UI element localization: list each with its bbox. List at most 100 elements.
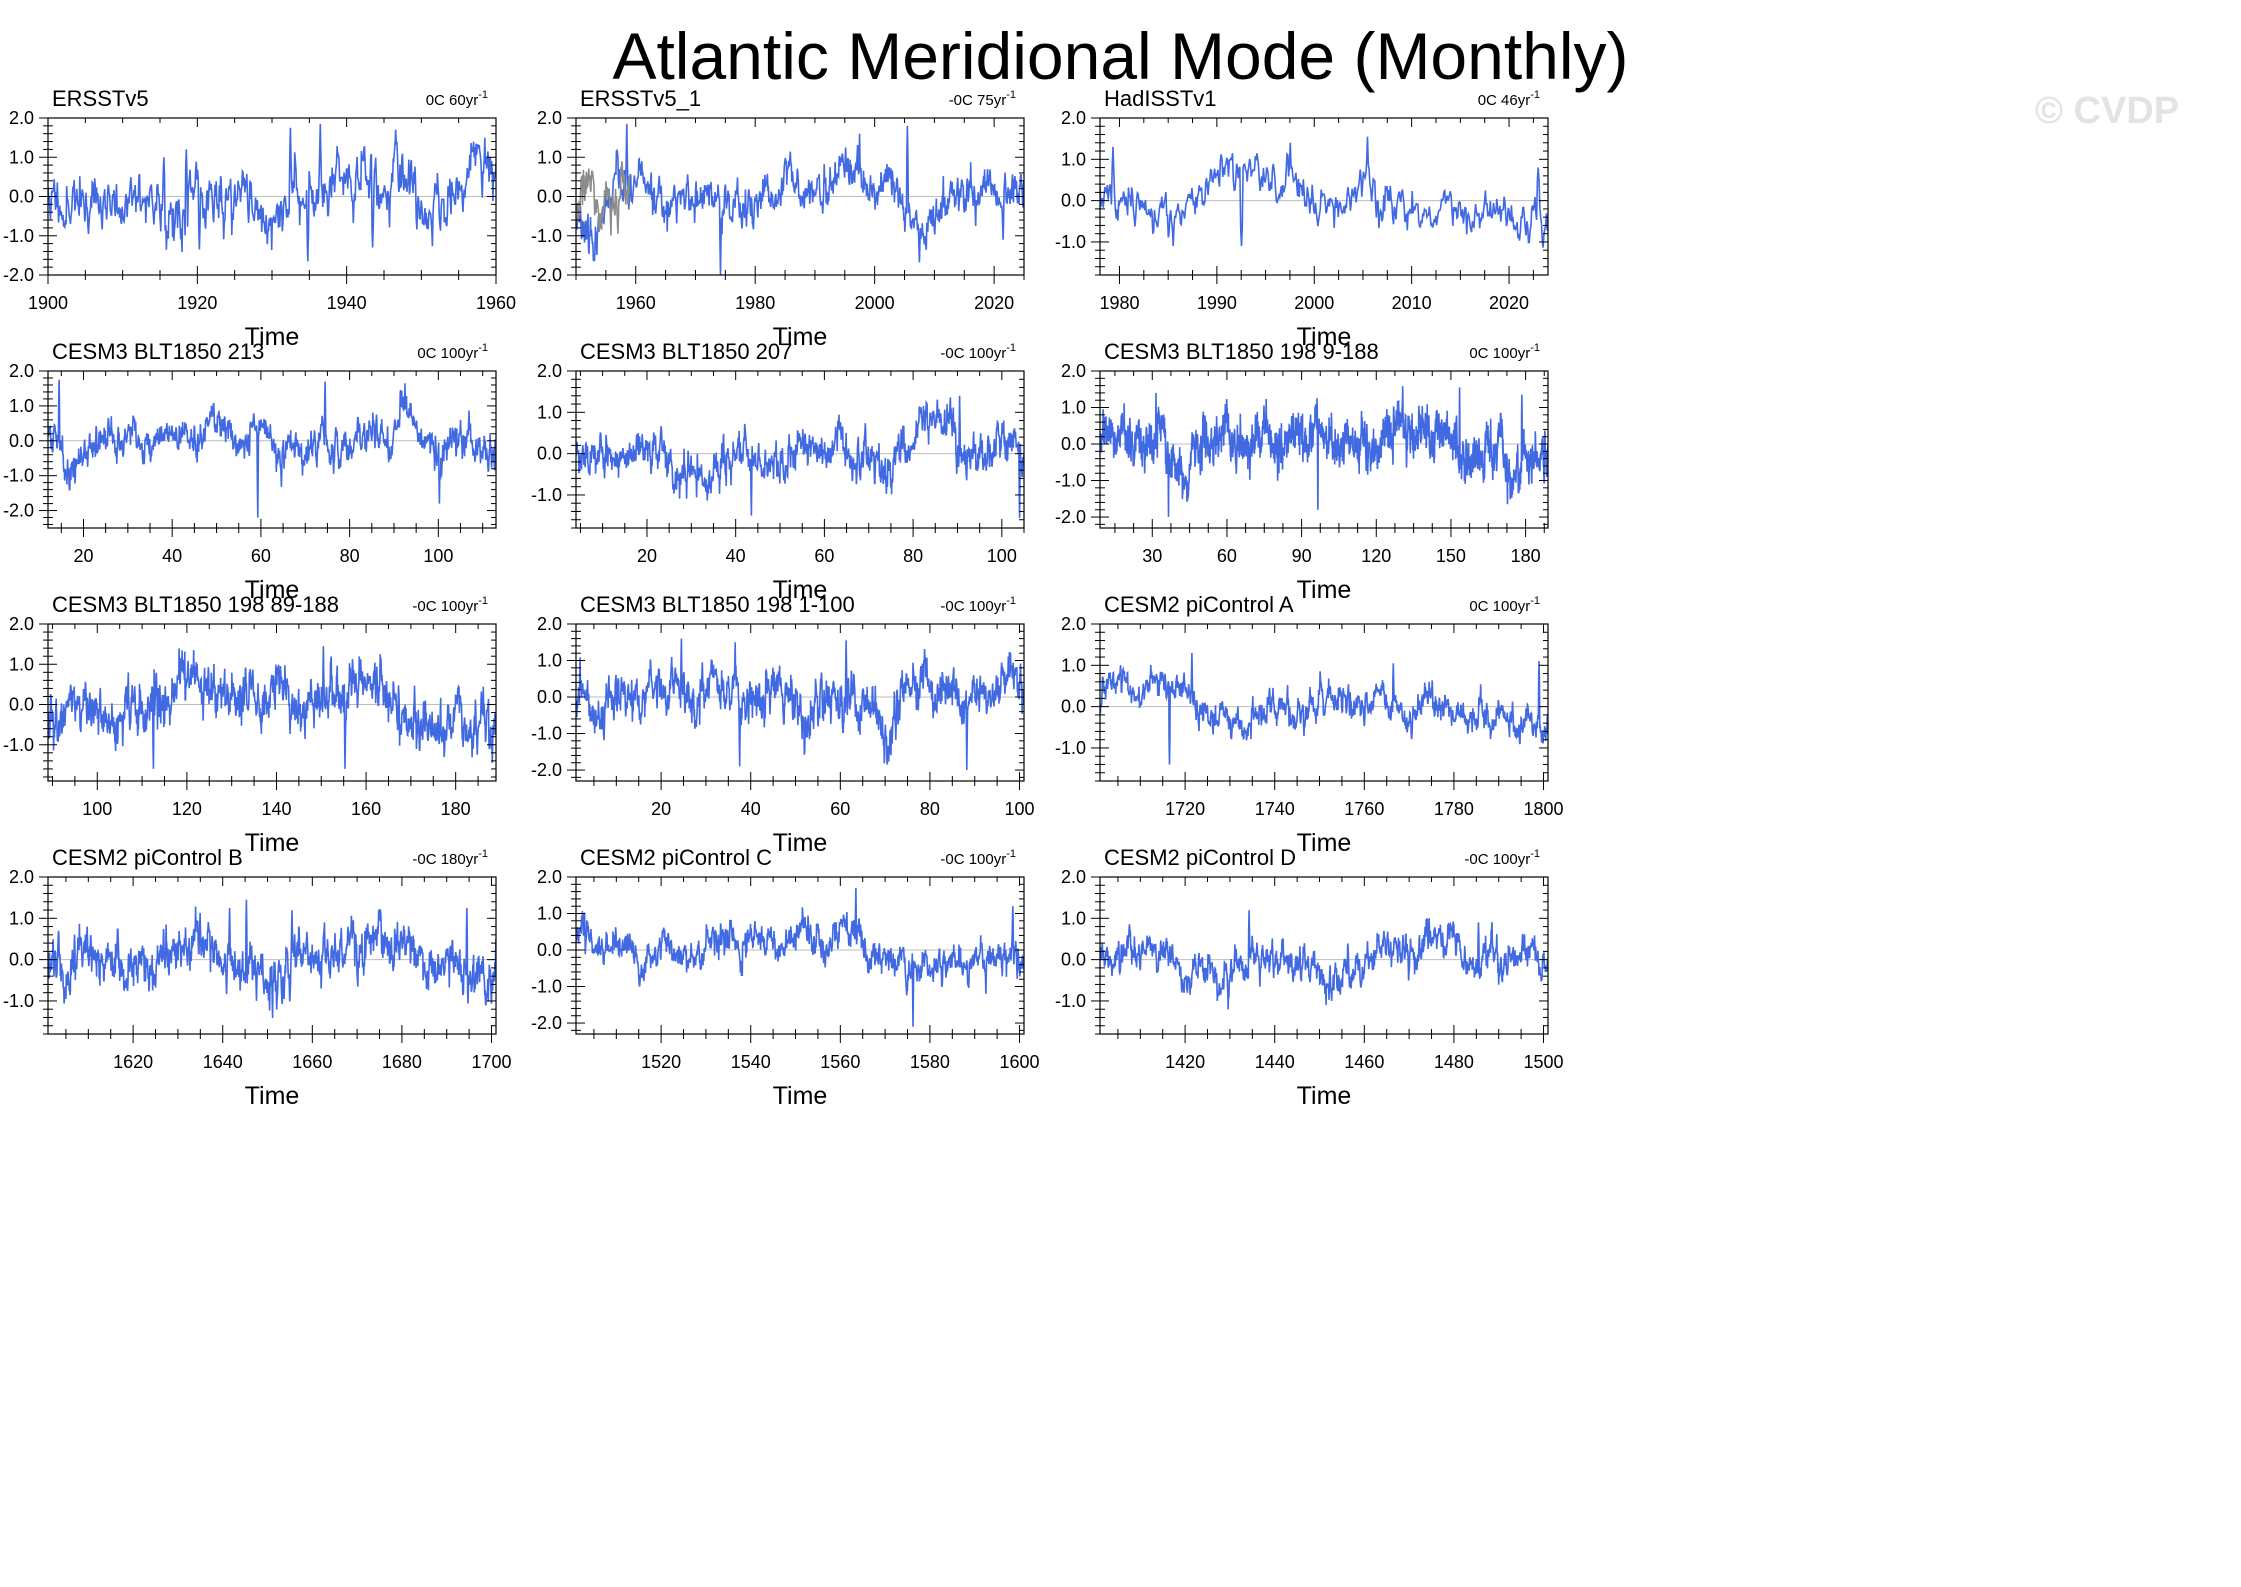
y-tick-label: 1.0 [9, 396, 34, 416]
y-tick-label: -1.0 [531, 977, 562, 997]
y-tick-label: 1.0 [1061, 398, 1086, 418]
x-tick-label: 1940 [327, 293, 367, 313]
annotation-superscript: -1 [478, 89, 488, 101]
x-tick-label: 60 [1217, 546, 1237, 566]
y-tick-label: 2.0 [1061, 361, 1086, 381]
x-tick-label: 100 [1004, 799, 1034, 819]
x-axis-label: Time [1297, 1082, 1352, 1110]
panel-4: -2.0 -1.0 0.0 1.0 2.0 20 40 60 80 100 CESM3 BLT185… [3, 339, 497, 604]
panel-annotation: -0C 180yr-1 [412, 848, 488, 868]
series-line-main [576, 887, 1024, 1027]
annotation-superscript: -1 [478, 342, 488, 354]
panel-5: -1.0 0.0 1.0 2.0 20 40 60 80 100 CESM3 BLT1850 20… [531, 339, 1025, 604]
plot-frame [575, 876, 1025, 1035]
x-tick-label: 1900 [28, 293, 68, 313]
x-tick-label: 1960 [616, 293, 656, 313]
panel-8: -2.0 -1.0 0.0 1.0 2.0 20 40 60 80 100 CESM3 BLT185… [531, 592, 1035, 857]
y-tick-label: 1.0 [1061, 655, 1086, 675]
y-tick-label: -1.0 [531, 226, 562, 246]
y-tick-label: 0.0 [537, 187, 562, 207]
series-line-main [48, 379, 496, 518]
y-tick-label: 1.0 [9, 147, 34, 167]
x-tick-label: 2000 [855, 293, 895, 313]
y-tick-label: 0.0 [1061, 191, 1086, 211]
x-tick-label: 1990 [1197, 293, 1237, 313]
x-tick-label: 180 [441, 799, 471, 819]
figure-title: Atlantic Meridional Mode (Monthly) [612, 19, 1629, 93]
x-tick-label: 1800 [1523, 799, 1563, 819]
x-tick-label: 2020 [1489, 293, 1529, 313]
series-line-main [48, 646, 496, 769]
x-tick-label: 80 [903, 546, 923, 566]
panel-annotation: -0C 100yr-1 [940, 848, 1016, 868]
panel-12: -1.0 0.0 1.0 2.0 1420 1440 1460 1480 1500 CESM2 p… [1055, 845, 1564, 1110]
y-tick-label: 2.0 [9, 614, 34, 634]
y-tick-label: -1.0 [3, 226, 34, 246]
series-line-main [1100, 652, 1548, 765]
panel-title: CESM3 BLT1850 198 9-188 [1104, 339, 1379, 364]
plot-frame [575, 623, 1025, 782]
x-tick-label: 1560 [820, 1052, 860, 1072]
x-axis-label: Time [1297, 576, 1352, 604]
x-tick-label: 1980 [1099, 293, 1139, 313]
x-tick-label: 1440 [1255, 1052, 1295, 1072]
x-tick-label: 2010 [1392, 293, 1432, 313]
x-tick-label: 1540 [731, 1052, 771, 1072]
x-tick-label: 60 [830, 799, 850, 819]
panel-1: -2.0 -1.0 0.0 1.0 2.0 1900 1920 1940 1960 ERSSTv5… [3, 86, 516, 351]
x-tick-label: 20 [73, 546, 93, 566]
x-tick-label: 30 [1142, 546, 1162, 566]
x-tick-label: 140 [261, 799, 291, 819]
y-tick-label: 0.0 [537, 940, 562, 960]
x-tick-label: 20 [651, 799, 671, 819]
panel-title: CESM2 piControl D [1104, 845, 1296, 870]
panel-10: -1.0 0.0 1.0 2.0 1620 1640 1660 1680 1700 CESM2 p… [3, 845, 512, 1110]
x-tick-label: 1620 [113, 1052, 153, 1072]
y-tick-label: 2.0 [537, 867, 562, 887]
x-tick-label: 150 [1436, 546, 1466, 566]
panel-annotation: -0C 75yr-1 [949, 89, 1016, 109]
x-tick-label: 2020 [974, 293, 1014, 313]
y-tick-label: 2.0 [537, 361, 562, 381]
x-tick-label: 1520 [641, 1052, 681, 1072]
y-tick-label: 0.0 [9, 695, 34, 715]
panel-title: CESM2 piControl A [1104, 592, 1294, 617]
y-tick-label: 0.0 [1061, 434, 1086, 454]
x-tick-label: 120 [172, 799, 202, 819]
x-tick-label: 2000 [1294, 293, 1334, 313]
plot-frame [1099, 370, 1549, 529]
plot-frame [1099, 876, 1549, 1035]
panel-7: -1.0 0.0 1.0 2.0 100 120 140 160 180 CESM3 BLT185… [3, 592, 497, 857]
x-tick-label: 1740 [1255, 799, 1295, 819]
y-tick-label: 0.0 [537, 687, 562, 707]
x-tick-label: 1680 [382, 1052, 422, 1072]
x-tick-label: 1500 [1523, 1052, 1563, 1072]
panel-title: CESM3 BLT1850 213 [52, 339, 264, 364]
x-axis-label: Time [773, 323, 828, 351]
y-tick-label: -1.0 [3, 466, 34, 486]
x-tick-label: 100 [987, 546, 1017, 566]
annotation-superscript: -1 [1530, 595, 1540, 607]
y-tick-label: 0.0 [9, 950, 34, 970]
y-tick-label: 0.0 [1061, 697, 1086, 717]
panel-annotation: 0C 46yr-1 [1478, 89, 1540, 109]
x-tick-label: 1980 [735, 293, 775, 313]
plot-frame [1099, 623, 1549, 782]
series-line-main [48, 899, 496, 1019]
panel-title: CESM3 BLT1850 207 [580, 339, 792, 364]
panel-annotation: -0C 100yr-1 [940, 342, 1016, 362]
x-axis-label: Time [245, 1082, 300, 1110]
y-tick-label: 2.0 [9, 867, 34, 887]
y-tick-label: -1.0 [1055, 991, 1086, 1011]
panel-annotation: -0C 100yr-1 [412, 595, 488, 615]
panel-title: CESM2 piControl C [580, 845, 772, 870]
annotation-superscript: -1 [1006, 89, 1016, 101]
x-axis-label: Time [773, 829, 828, 857]
y-tick-label: 1.0 [9, 654, 34, 674]
x-tick-label: 180 [1511, 546, 1541, 566]
x-tick-label: 1460 [1344, 1052, 1384, 1072]
series-line-main [1100, 910, 1548, 1010]
y-tick-label: 2.0 [9, 108, 34, 128]
y-tick-label: 2.0 [1061, 108, 1086, 128]
x-tick-label: 1960 [476, 293, 516, 313]
